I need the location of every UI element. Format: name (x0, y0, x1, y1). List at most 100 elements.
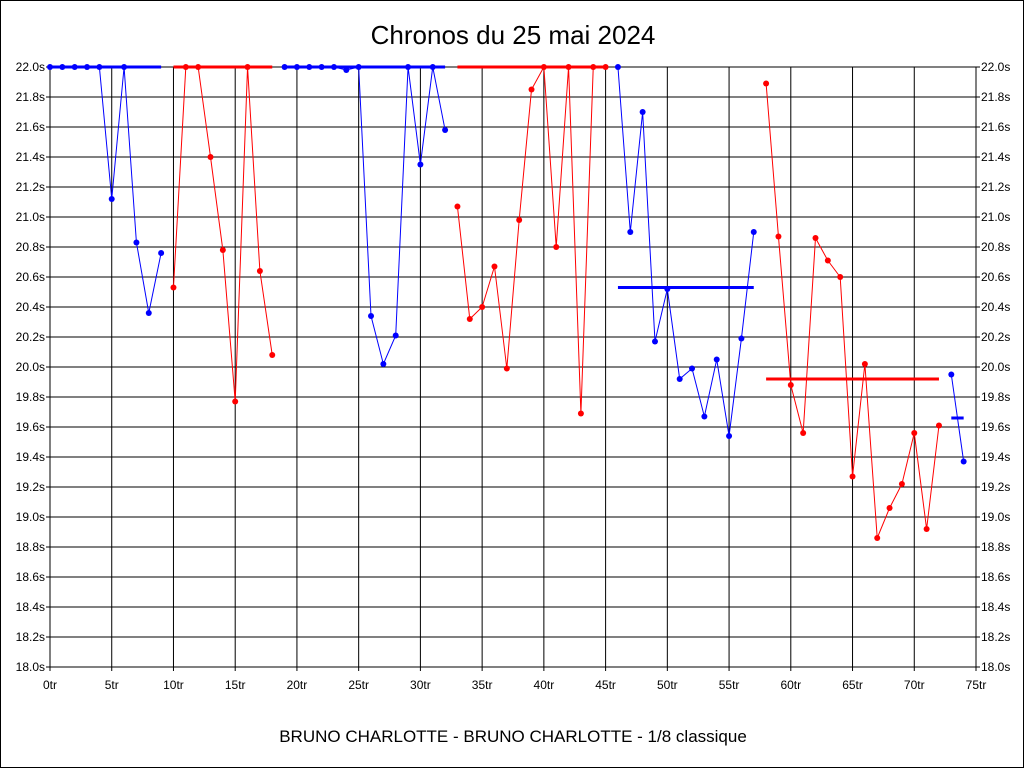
y-tick-label-left: 18.4s (16, 600, 45, 614)
series-point (355, 64, 362, 70)
series-line (172, 66, 273, 402)
series-point (577, 410, 584, 417)
x-tick-label: 60tr (780, 678, 801, 692)
series-point (590, 64, 597, 70)
series-point (145, 310, 152, 316)
series-point (256, 268, 263, 274)
y-tick-label-right: 18.2s (981, 630, 1010, 644)
y-tick-label-right: 20.4s (981, 300, 1010, 314)
y-tick-label-left: 20.8s (16, 240, 45, 254)
y-tick-label-left: 18.6s (16, 570, 45, 584)
series-point (726, 433, 733, 439)
series-point (343, 67, 350, 73)
series-point (565, 64, 572, 70)
x-tick-label: 40tr (534, 678, 555, 692)
y-tick-label-left: 19.2s (16, 480, 45, 494)
y-tick-label-left: 18.8s (16, 540, 45, 554)
y-tick-label-right: 18.4s (981, 600, 1010, 614)
y-tick-label-left: 19.6s (16, 420, 45, 434)
y-tick-label-left: 21.2s (16, 180, 45, 194)
series-point (281, 64, 288, 70)
x-tick-label: 10tr (163, 678, 184, 692)
x-tick-label: 35tr (472, 678, 493, 692)
y-tick-label-left: 20.2s (16, 330, 45, 344)
series-point (775, 233, 782, 240)
x-tick-label: 75tr (966, 678, 987, 692)
series-point (651, 338, 658, 345)
series-point (71, 64, 78, 70)
y-tick-label-left: 19.0s (16, 510, 45, 524)
series-point (479, 304, 486, 310)
series-point (219, 247, 226, 253)
series-line (456, 65, 606, 414)
series-point (170, 284, 177, 291)
y-tick-label-left: 21.0s (16, 210, 45, 224)
series-group (763, 80, 942, 541)
series-point (269, 352, 276, 358)
y-tick-label-left: 18.0s (16, 660, 45, 674)
series-point (59, 64, 66, 70)
series-point (849, 473, 856, 480)
x-tick-label: 30tr (410, 678, 431, 692)
y-tick-label-right: 21.2s (981, 180, 1010, 194)
series-point (886, 505, 893, 511)
series-point (837, 274, 844, 280)
series-point (429, 64, 436, 70)
series-point (540, 64, 547, 70)
y-tick-label-right: 20.2s (981, 330, 1010, 344)
series-point (417, 161, 424, 168)
series-point (948, 371, 955, 378)
series-point (676, 376, 683, 382)
series-point (318, 64, 325, 70)
series-group (281, 64, 449, 367)
series-point (405, 64, 412, 70)
series-point (293, 64, 300, 70)
series-point (713, 356, 720, 363)
y-tick-label-right: 19.6s (981, 420, 1010, 434)
series-point (306, 64, 313, 70)
y-tick-label-right: 21.0s (981, 210, 1010, 224)
series-point (639, 109, 646, 115)
series-point (392, 332, 399, 339)
series-point (454, 203, 461, 210)
series-point (627, 229, 634, 235)
chart-title: Chronos du 25 mai 2024 (371, 20, 656, 50)
axes: 18.0s 18.0s 18.2s 18.2s 18.4s 18.4s 18.6s 18.6s… (16, 60, 1011, 692)
series-point (898, 481, 905, 487)
series-point (96, 64, 103, 70)
y-tick-label-right: 20.8s (981, 240, 1010, 254)
series-point (824, 257, 831, 264)
x-tick-label: 0tr (43, 678, 57, 692)
series-point (133, 239, 140, 246)
series-point (232, 398, 239, 405)
series-point (330, 64, 337, 70)
series-point (491, 263, 498, 270)
y-tick-label-right: 18.8s (981, 540, 1010, 554)
y-tick-label-right: 21.6s (981, 120, 1010, 134)
series-line (950, 374, 965, 462)
series-point (195, 64, 202, 70)
x-tick-label: 15tr (225, 678, 246, 692)
y-tick-label-right: 21.8s (981, 90, 1010, 104)
x-tick-label: 20tr (287, 678, 308, 692)
series-point (84, 64, 91, 70)
series-line (617, 66, 755, 437)
series-group (454, 64, 609, 417)
series-point (763, 80, 770, 87)
x-tick-label: 25tr (348, 678, 369, 692)
y-tick-label-right: 19.2s (981, 480, 1010, 494)
series-point (812, 235, 819, 241)
y-tick-label-right: 18.0s (981, 660, 1010, 674)
series-point (861, 361, 868, 367)
y-tick-label-left: 19.8s (16, 390, 45, 404)
series-point (614, 64, 621, 70)
y-tick-label-right: 19.4s (981, 450, 1010, 464)
y-tick-label-left: 21.8s (16, 90, 45, 104)
series-point (121, 64, 128, 70)
y-tick-label-left: 19.4s (16, 450, 45, 464)
series-point (664, 286, 671, 292)
series-point (368, 313, 375, 319)
series-point (503, 365, 510, 372)
y-tick-label-right: 19.0s (981, 510, 1010, 524)
